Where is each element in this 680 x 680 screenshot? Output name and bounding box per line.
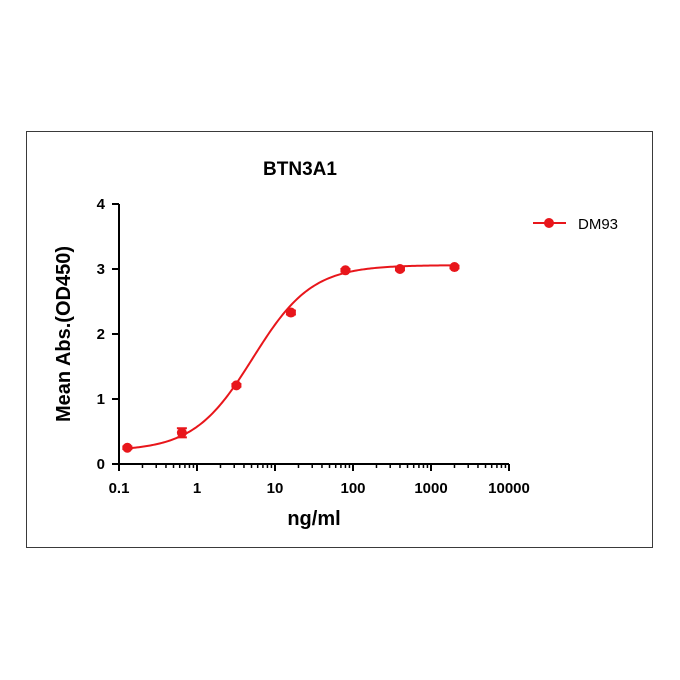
x-tick-label: 10: [267, 480, 284, 497]
y-axis-ticks: 0 1 2 3 4: [97, 196, 119, 473]
y-tick-label: 4: [97, 196, 106, 213]
x-tick-label: 1: [193, 480, 201, 497]
fit-curve: [127, 264, 455, 450]
y-tick-label: 1: [97, 391, 105, 408]
x-tick-label: 1000: [414, 480, 447, 497]
x-tick-label: 0.1: [109, 480, 130, 497]
x-tick-label: 100: [340, 480, 365, 497]
y-axis-title: Mean Abs.(OD450): [53, 246, 75, 422]
chart-frame: [26, 131, 653, 548]
data-point: [231, 380, 242, 391]
legend-label: DM93: [578, 216, 618, 233]
data-point: [176, 427, 187, 438]
data-point: [122, 442, 133, 453]
legend-marker: [544, 218, 554, 228]
chart-title: BTN3A1: [263, 159, 337, 180]
data-point: [340, 265, 351, 276]
data-point: [449, 262, 460, 273]
data-point: [285, 307, 296, 318]
data-points: [122, 262, 460, 453]
y-tick-label: 0: [97, 456, 105, 473]
axes: [118, 204, 509, 465]
data-point: [394, 264, 405, 274]
x-axis-title: ng/ml: [287, 508, 340, 530]
x-axis-ticks: 0.1 1 10 100 1000 10000: [109, 464, 530, 497]
y-tick-label: 3: [97, 261, 105, 278]
y-tick-label: 2: [97, 326, 105, 343]
x-tick-label: 10000: [488, 480, 530, 497]
legend: DM93: [533, 216, 618, 233]
